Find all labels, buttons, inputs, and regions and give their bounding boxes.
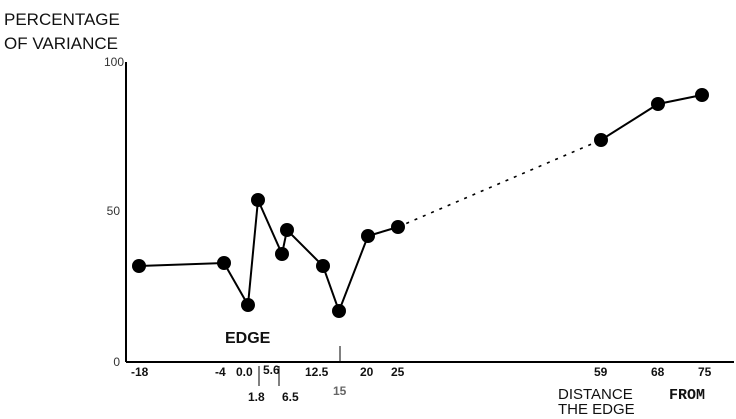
y-tick-100: 100	[104, 55, 124, 69]
x-tick-1-8: 1.8	[248, 390, 265, 404]
data-point-2	[241, 298, 255, 312]
data-points	[132, 88, 709, 318]
x-axis-label-part1: DISTANCE	[558, 386, 633, 403]
y-tick-0: 0	[113, 355, 120, 369]
data-point-5	[280, 223, 294, 237]
data-point-8	[361, 229, 375, 243]
data-point-0	[132, 259, 146, 273]
x-tick-20: 20	[360, 365, 374, 379]
x-tick-59: 59	[594, 365, 608, 379]
x-axis-label-line2: THE EDGE	[558, 401, 635, 418]
data-point-12	[695, 88, 709, 102]
data-point-9	[391, 220, 405, 234]
x-tick-minus-18: -18	[131, 365, 149, 379]
series-line-0	[138, 196, 399, 314]
data-point-6	[316, 259, 330, 273]
x-tick-68: 68	[651, 365, 665, 379]
data-point-4	[275, 247, 289, 261]
y-axis-label-line2: OF VARIANCE	[4, 34, 118, 53]
edge-annotation: EDGE	[225, 330, 271, 347]
x-tick-12-5: 12.5	[305, 365, 329, 379]
series-line-1	[397, 139, 602, 228]
x-tick-6-5: 6.5	[282, 390, 299, 404]
x-tick-25: 25	[391, 365, 405, 379]
data-point-3	[251, 193, 265, 207]
x-tick-minus-4: -4	[215, 365, 226, 379]
y-tick-50: 50	[107, 204, 121, 218]
y-axis-label-line1: PERCENTAGE	[4, 10, 120, 29]
series-lines	[138, 94, 703, 314]
x-tick-5-6: 5.6	[263, 363, 280, 377]
x-axis-label-part2: FROM	[669, 387, 705, 404]
data-point-10	[594, 133, 608, 147]
x-tick-0-0: 0.0	[236, 365, 253, 379]
data-point-1	[217, 256, 231, 270]
data-point-7	[332, 304, 346, 318]
x-tick-15: 15	[333, 384, 347, 398]
x-tick-75: 75	[698, 365, 712, 379]
data-point-11	[651, 97, 665, 111]
